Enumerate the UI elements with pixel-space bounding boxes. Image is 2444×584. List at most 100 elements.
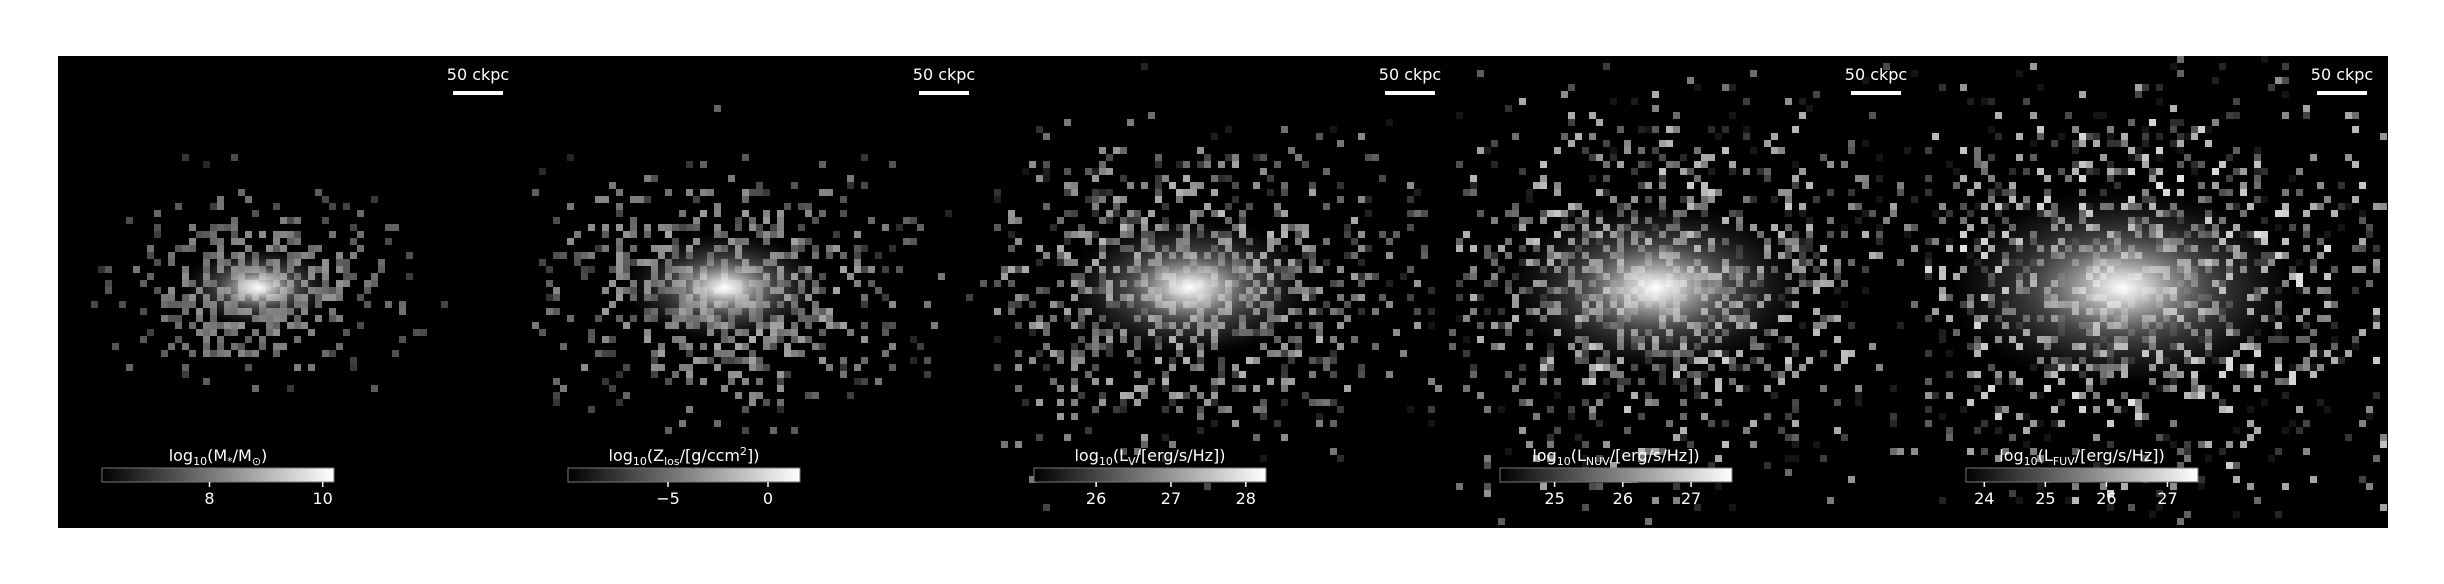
pixel <box>2135 154 2142 161</box>
pixel <box>1092 364 1099 371</box>
pixel <box>1715 385 1722 392</box>
pixel <box>1309 259 1316 266</box>
pixel <box>1519 364 1526 371</box>
pixel <box>672 371 679 378</box>
pixel <box>1204 203 1211 210</box>
pixel <box>1995 112 2002 119</box>
pixel <box>1932 392 1939 399</box>
pixel <box>1680 427 1687 434</box>
pixel <box>1687 168 1694 175</box>
colorbar-label: log10(M*/M⊙) <box>169 446 268 468</box>
pixel <box>1099 217 1106 224</box>
pixel <box>1694 84 1701 91</box>
pixel <box>1813 329 1820 336</box>
pixel <box>1239 385 1246 392</box>
pixel <box>371 273 378 280</box>
pixel <box>2296 273 2303 280</box>
pixel <box>2310 364 2317 371</box>
pixel <box>1750 441 1757 448</box>
pixel <box>1344 301 1351 308</box>
pixel <box>1246 357 1253 364</box>
pixel <box>161 315 168 322</box>
pixel <box>1113 196 1120 203</box>
pixel <box>742 189 749 196</box>
pixel <box>1806 238 1813 245</box>
pixel <box>1883 63 1890 70</box>
pixel <box>1687 196 1694 203</box>
pixel <box>1610 98 1617 105</box>
pixel <box>1582 441 1589 448</box>
pixel <box>581 252 588 259</box>
pixel <box>2135 413 2142 420</box>
pixel <box>266 329 273 336</box>
pixel <box>1148 112 1155 119</box>
pixel <box>294 336 301 343</box>
pixel <box>1876 175 1883 182</box>
pixel <box>182 266 189 273</box>
pixel <box>1792 245 1799 252</box>
pixel <box>1785 357 1792 364</box>
pixel <box>1862 140 1869 147</box>
pixel <box>385 238 392 245</box>
pixel <box>714 203 721 210</box>
pixel <box>1792 350 1799 357</box>
pixel <box>700 357 707 364</box>
pixel <box>994 308 1001 315</box>
pixel <box>2156 154 2163 161</box>
pixel <box>1624 427 1631 434</box>
pixel <box>1204 154 1211 161</box>
pixel <box>1274 210 1281 217</box>
pixel <box>217 350 224 357</box>
pixel <box>2177 161 2184 168</box>
pixel <box>2177 448 2184 455</box>
pixel <box>1008 280 1015 287</box>
pixel <box>2149 119 2156 126</box>
pixel <box>2191 392 2198 399</box>
pixel <box>1939 287 1946 294</box>
pixel <box>721 385 728 392</box>
pixel <box>679 343 686 350</box>
pixel <box>1064 308 1071 315</box>
pixel <box>1127 210 1134 217</box>
pixel <box>1260 154 1267 161</box>
pixel <box>1862 175 1869 182</box>
pixel <box>2352 126 2359 133</box>
pixel <box>805 315 812 322</box>
pixel <box>2317 399 2324 406</box>
pixel <box>2086 161 2093 168</box>
pixel <box>665 224 672 231</box>
pixel <box>1141 385 1148 392</box>
pixel <box>686 406 693 413</box>
pixel <box>1512 315 1519 322</box>
pixel <box>2331 210 2338 217</box>
pixel <box>1925 350 1932 357</box>
pixel <box>1239 371 1246 378</box>
pixel <box>588 266 595 273</box>
pixel <box>1834 336 1841 343</box>
label-part: /[g/ccm <box>680 446 740 465</box>
pixel <box>1197 364 1204 371</box>
pixel <box>1414 322 1421 329</box>
pixel <box>1134 448 1141 455</box>
pixel <box>1057 252 1064 259</box>
pixel <box>1323 357 1330 364</box>
pixel <box>1428 308 1435 315</box>
pixel <box>196 315 203 322</box>
pixel <box>1386 119 1393 126</box>
pixel <box>1764 364 1771 371</box>
pixel <box>2310 350 2317 357</box>
pixel <box>910 238 917 245</box>
pixel <box>182 245 189 252</box>
pixel <box>665 231 672 238</box>
pixel <box>1337 308 1344 315</box>
pixel <box>329 315 336 322</box>
pixel <box>1064 434 1071 441</box>
pixel <box>2156 182 2163 189</box>
pixel <box>1582 210 1589 217</box>
pixel <box>847 175 854 182</box>
pixel <box>1043 168 1050 175</box>
pixel <box>2219 161 2226 168</box>
pixel <box>1309 322 1316 329</box>
pixel <box>1890 448 1897 455</box>
pixel <box>693 224 700 231</box>
